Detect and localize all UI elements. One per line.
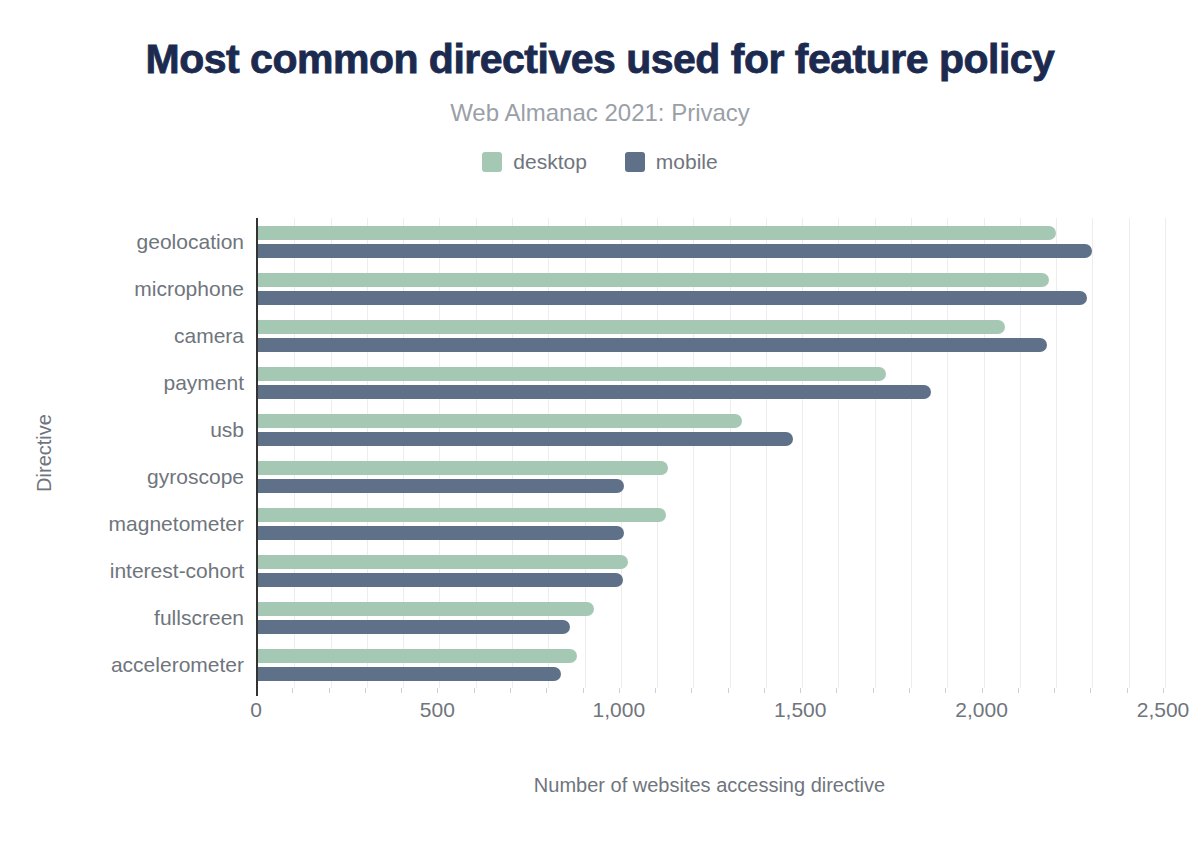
x-tick-label-2000: 2,000 [955,698,1008,722]
x-tick-label-2500: 2,500 [1137,698,1190,722]
x-tickmark-1100 [655,688,656,693]
y-axis-labels: geolocationmicrophonecamerapaymentusbgyr… [0,218,244,688]
bar-group-camera [258,312,1165,359]
bar-desktop-microphone [258,273,1049,287]
y-axis-label-geolocation: geolocation [0,218,244,265]
x-tick-label-500: 500 [420,698,455,722]
x-tickmark-2300 [1090,688,1091,693]
x-tickmark-1300 [728,688,729,693]
y-axis-label-interest-cohort: interest-cohort [0,547,244,594]
x-tickmark-500 [437,688,438,693]
x-tickmark-2200 [1054,688,1055,693]
bar-group-magnetometer [258,500,1165,547]
bar-group-interest-cohort [258,547,1165,594]
x-tickmark-1400 [764,688,765,693]
legend: desktop mobile [0,150,1200,174]
y-axis-label-accelerometer: accelerometer [0,641,244,688]
x-tickmark-800 [546,688,547,693]
y-axis-label-fullscreen: fullscreen [0,594,244,641]
x-tickmark-1700 [873,688,874,693]
bar-mobile-interest-cohort [258,573,623,587]
bar-desktop-gyroscope [258,461,668,475]
x-tickmark-1000 [619,688,620,693]
bar-mobile-magnetometer [258,526,624,540]
x-tickmark-300 [365,688,366,693]
legend-item-desktop: desktop [482,150,587,174]
x-tick-label-1500: 1,500 [774,698,827,722]
bar-desktop-geolocation [258,226,1056,240]
gridline-2500 [1165,218,1166,688]
x-tickmark-2100 [1018,688,1019,693]
legend-swatch-mobile-icon [625,152,645,172]
y-axis-label-camera: camera [0,312,244,359]
x-tick-label-1000: 1,000 [593,698,646,722]
bar-group-payment [258,359,1165,406]
chart-subtitle: Web Almanac 2021: Privacy [0,99,1200,127]
x-axis-tickmarks [256,688,1163,694]
x-tickmark-1900 [945,688,946,693]
bar-mobile-microphone [258,291,1087,305]
x-tickmark-1600 [836,688,837,693]
bar-group-fullscreen [258,594,1165,641]
bar-desktop-interest-cohort [258,555,628,569]
bar-desktop-fullscreen [258,602,594,616]
bar-desktop-usb [258,414,742,428]
x-tick-label-0: 0 [250,698,262,722]
y-axis-label-microphone: microphone [0,265,244,312]
legend-label-desktop: desktop [513,150,587,174]
x-tickmark-1800 [909,688,910,693]
x-tickmark-400 [401,688,402,693]
bar-desktop-accelerometer [258,649,577,663]
bar-desktop-magnetometer [258,508,666,522]
legend-swatch-desktop-icon [482,152,502,172]
y-axis-label-usb: usb [0,406,244,453]
bar-mobile-gyroscope [258,479,624,493]
chart-title: Most common directives used for feature … [0,36,1200,83]
x-tickmark-2000 [982,688,983,693]
legend-item-mobile: mobile [625,150,718,174]
x-tickmark-700 [510,688,511,693]
bar-desktop-payment [258,367,886,381]
legend-label-mobile: mobile [656,150,718,174]
x-tickmark-200 [329,688,330,693]
bar-group-usb [258,406,1165,453]
bar-mobile-camera [258,338,1047,352]
x-tickmark-2500 [1163,688,1164,693]
bar-group-accelerometer [258,641,1165,688]
bar-mobile-usb [258,432,793,446]
x-tickmark-600 [474,688,475,693]
x-tickmark-900 [583,688,584,693]
x-axis-title: Number of websites accessing directive [256,774,1163,797]
y-axis-label-magnetometer: magnetometer [0,500,244,547]
bar-group-gyroscope [258,453,1165,500]
x-tickmark-2400 [1127,688,1128,693]
bar-mobile-accelerometer [258,667,561,681]
bar-group-microphone [258,265,1165,312]
x-tickmark-1200 [691,688,692,693]
x-axis-ticklabels: 05001,0001,5002,0002,500 [256,698,1163,724]
bar-mobile-fullscreen [258,620,570,634]
y-axis-label-gyroscope: gyroscope [0,453,244,500]
bar-group-geolocation [258,218,1165,265]
bar-rows [258,218,1165,688]
y-axis-label-payment: payment [0,359,244,406]
x-tickmark-1500 [800,688,801,693]
bar-mobile-payment [258,385,931,399]
chart-figure: Most common directives used for feature … [0,0,1200,842]
x-tickmark-100 [292,688,293,693]
plot-area [256,218,1165,688]
bar-desktop-camera [258,320,1005,334]
bar-mobile-geolocation [258,244,1092,258]
